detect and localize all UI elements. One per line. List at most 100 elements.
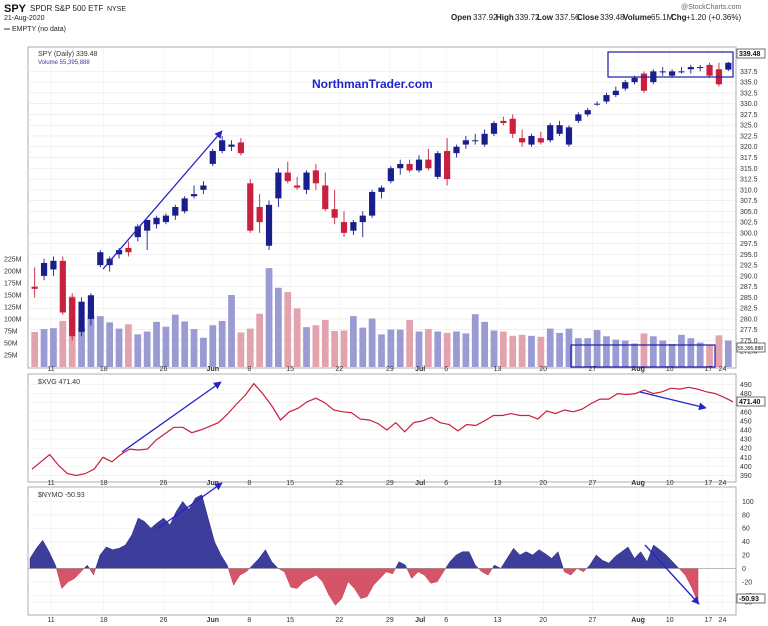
x-tick-label: 18 — [100, 617, 108, 624]
candle-body — [537, 138, 544, 143]
price-y-tick: 277.5 — [740, 327, 758, 334]
candle-body — [256, 207, 263, 223]
volume-bar — [509, 335, 517, 367]
candle-body — [303, 172, 310, 190]
candle — [593, 101, 601, 106]
nymo-positive-area — [29, 539, 57, 569]
nymo-y-tick: 0 — [742, 566, 746, 573]
nymo-negative-area — [277, 568, 396, 606]
xvg-last-value-tag — [736, 396, 766, 407]
price-y-tick: 310.0 — [740, 187, 758, 194]
candle-body — [425, 159, 432, 169]
price-last-value-tag — [736, 48, 766, 59]
candle — [209, 148, 216, 167]
volume-bar — [78, 327, 85, 367]
x-tick-label: 20 — [539, 617, 547, 624]
x-tick-label: 29 — [386, 617, 394, 624]
candle-body — [415, 159, 423, 171]
volume-bar — [706, 344, 713, 367]
x-tick-label: 11 — [47, 366, 54, 373]
x-tick-label: 24 — [719, 617, 727, 624]
candle — [369, 189, 376, 218]
volume-y-tick: 75M — [4, 329, 18, 336]
candle-body — [172, 207, 179, 216]
candle — [134, 224, 141, 242]
volume-bar — [443, 332, 451, 367]
x-tick-label: 18 — [100, 366, 108, 373]
xvg-y-tick: 390 — [740, 473, 752, 480]
candle — [668, 69, 676, 78]
candle-body — [556, 125, 563, 134]
candle — [565, 125, 573, 147]
price-last-value: 339.48 — [739, 51, 761, 58]
volume-bar — [87, 315, 95, 367]
nymo-downtrend-arrow — [644, 544, 700, 605]
volume-bar — [265, 268, 273, 367]
candle — [256, 194, 263, 233]
volume-bar — [162, 326, 170, 367]
volume-bar — [125, 324, 132, 367]
candle-body — [631, 77, 638, 83]
candle-body — [50, 260, 57, 270]
overlay-legend: EMPTY (no data) — [12, 26, 66, 33]
xvg-uptrend-arrow — [121, 381, 222, 453]
x-tick-label: 27 — [589, 366, 597, 373]
price-y-tick: 292.5 — [740, 263, 758, 270]
xvg-y-tick: 450 — [740, 418, 752, 425]
volume-bar — [649, 336, 657, 367]
candle — [322, 172, 329, 212]
x-tick-label: 10 — [666, 480, 674, 487]
candle-body — [134, 226, 141, 238]
x-tick-label: 6 — [444, 617, 448, 624]
nymo-uptrend-arrow — [156, 482, 223, 530]
candle-body — [340, 222, 348, 233]
candle — [125, 241, 132, 257]
volume-bar — [434, 331, 442, 367]
xvg-y-tick: 400 — [740, 464, 752, 471]
candle — [69, 293, 76, 341]
volume-y-tick: 25M — [4, 353, 18, 360]
volume-bar — [678, 334, 685, 367]
price-y-tick: 327.5 — [740, 112, 758, 119]
xvg-y-tick: 440 — [740, 428, 752, 435]
price-y-tick: 320.0 — [740, 144, 758, 151]
candle-body — [397, 163, 404, 169]
price-y-tick: 325.0 — [740, 123, 758, 130]
x-tick-label: 8 — [247, 480, 251, 487]
candle — [453, 144, 460, 158]
volume-y-tick: 150M — [4, 293, 22, 300]
candle — [237, 138, 244, 156]
price-y-tick: 295.0 — [740, 252, 758, 259]
nymo-y-tick: 100 — [742, 499, 754, 506]
x-tick-label: 10 — [666, 366, 674, 373]
price-y-tick: 315.0 — [740, 166, 758, 173]
candle — [59, 256, 66, 315]
price-y-tick: 302.5 — [740, 220, 758, 227]
high-value: 339.72 — [515, 13, 540, 22]
security-name: SPDR S&P 500 ETF — [30, 4, 103, 13]
candle-body — [369, 191, 376, 216]
x-tick-label: 24 — [719, 366, 727, 373]
candle — [687, 64, 694, 74]
price-y-tick: 307.5 — [740, 198, 758, 205]
candle-body — [228, 144, 235, 147]
high-label: High — [496, 13, 514, 22]
x-tick-label: 17 — [704, 617, 712, 624]
candle — [40, 258, 48, 281]
volume-label: Volume — [623, 13, 652, 22]
price-y-tick: 275.0 — [740, 338, 758, 345]
volume-bar — [471, 314, 479, 367]
volume-bar — [190, 329, 198, 367]
candle — [462, 135, 469, 149]
volume-bar — [724, 340, 732, 367]
x-tick-label: Jun — [207, 366, 219, 373]
candle-body — [115, 250, 123, 255]
candle-body — [472, 140, 479, 142]
volume-bar — [312, 325, 320, 367]
candle — [275, 168, 282, 207]
candle-body — [659, 71, 666, 73]
candle — [294, 176, 301, 190]
candle — [78, 297, 85, 337]
x-tick-label: 20 — [539, 480, 547, 487]
candle — [350, 219, 357, 235]
